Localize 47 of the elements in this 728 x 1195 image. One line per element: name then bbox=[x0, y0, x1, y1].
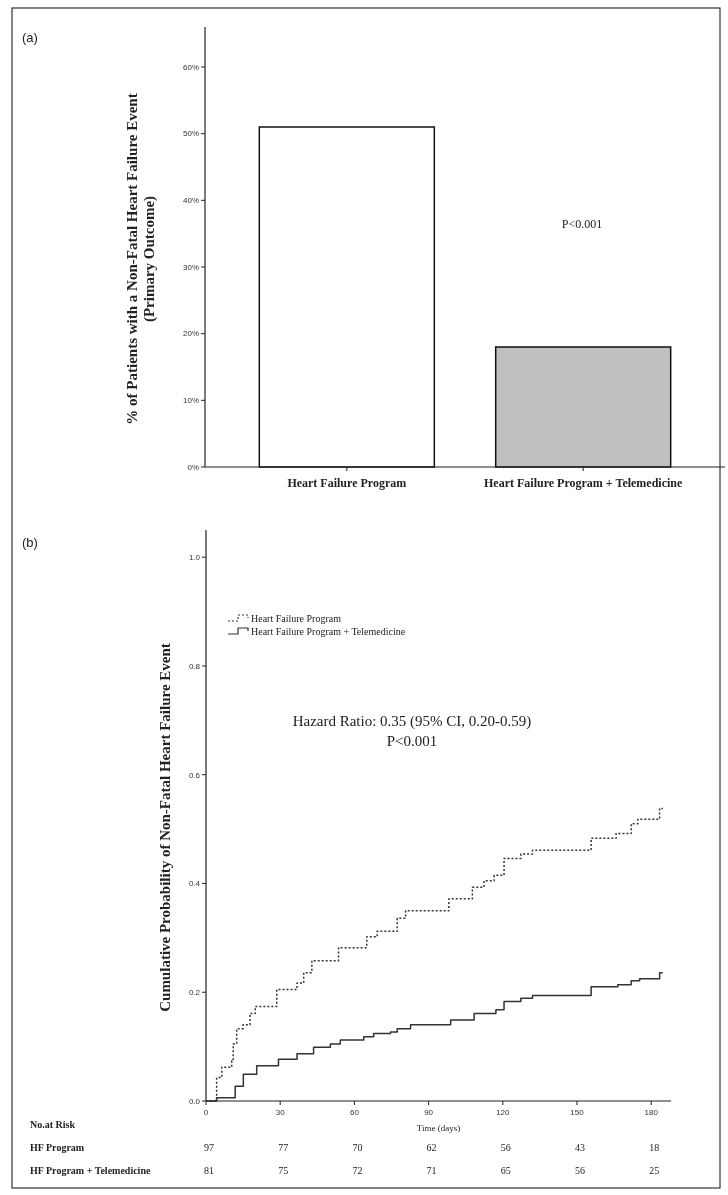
legend-label: Heart Failure Program + Telemedicine bbox=[251, 625, 406, 637]
y-tick-label: 0.6 bbox=[188, 770, 201, 780]
text: 43 bbox=[575, 1142, 586, 1153]
y-axis-title: % of Patients with a Non-Fatal Heart Failure Event (Primary Outcome) bbox=[124, 93, 158, 425]
y-tick-label: 10% bbox=[182, 396, 199, 406]
text: (b) bbox=[22, 535, 38, 550]
text: 65 bbox=[500, 1165, 511, 1176]
y-tick-label: 0.8 bbox=[188, 661, 201, 671]
y-tick-label: 50% bbox=[182, 129, 199, 139]
text: No.at Risk bbox=[30, 1119, 76, 1130]
y-axis-title: Cumulative Probability of Non-Fatal Heart Failure Event bbox=[157, 643, 173, 1012]
text: 18 bbox=[649, 1142, 660, 1153]
y-tick-label: 1.0 bbox=[188, 552, 201, 562]
text: 56 bbox=[575, 1165, 586, 1176]
x-tick-label: 60 bbox=[349, 1108, 360, 1117]
text: 97 bbox=[204, 1142, 214, 1153]
y-tick-label: 0.2 bbox=[188, 988, 201, 998]
x-tick-label: 90 bbox=[424, 1108, 434, 1117]
text: 25 bbox=[649, 1165, 660, 1176]
text: 71 bbox=[426, 1165, 437, 1176]
text: 70 bbox=[352, 1142, 363, 1153]
annotation: Hazard Ratio: 0.35 (95% CI, 0.20-0.59) bbox=[292, 713, 532, 730]
x-tick-label: 180 bbox=[644, 1108, 659, 1117]
y-tick-label: 20% bbox=[182, 329, 199, 339]
text: 77 bbox=[278, 1142, 289, 1153]
y-tick-label: 60% bbox=[182, 62, 199, 72]
y-tick-label: 40% bbox=[182, 196, 199, 206]
legend-label: Heart Failure Program bbox=[251, 612, 342, 624]
text: (a) bbox=[22, 30, 38, 45]
y-tick-label: 0.4 bbox=[188, 879, 201, 889]
text: HF Program + Telemedicine bbox=[30, 1165, 151, 1176]
annotation: P<0.001 bbox=[386, 733, 438, 749]
text: 81 bbox=[204, 1165, 214, 1176]
text: HF Program bbox=[30, 1142, 85, 1153]
annotation: P<0.001 bbox=[561, 217, 603, 231]
y-tick-label: 30% bbox=[182, 262, 199, 272]
y-tick-label: 0% bbox=[187, 462, 199, 472]
x-tick-label: 30 bbox=[275, 1108, 286, 1117]
text: 75 bbox=[278, 1165, 289, 1176]
x-tick-label: 150 bbox=[570, 1108, 585, 1117]
x-axis-title: Time (days) bbox=[416, 1123, 461, 1133]
text: 56 bbox=[500, 1142, 511, 1153]
text: 72 bbox=[352, 1165, 363, 1176]
x-tick-label: 0 bbox=[203, 1108, 209, 1117]
y-tick-label: 0.0 bbox=[188, 1096, 201, 1106]
x-tick-label: 120 bbox=[496, 1108, 511, 1117]
text: 62 bbox=[426, 1142, 437, 1153]
